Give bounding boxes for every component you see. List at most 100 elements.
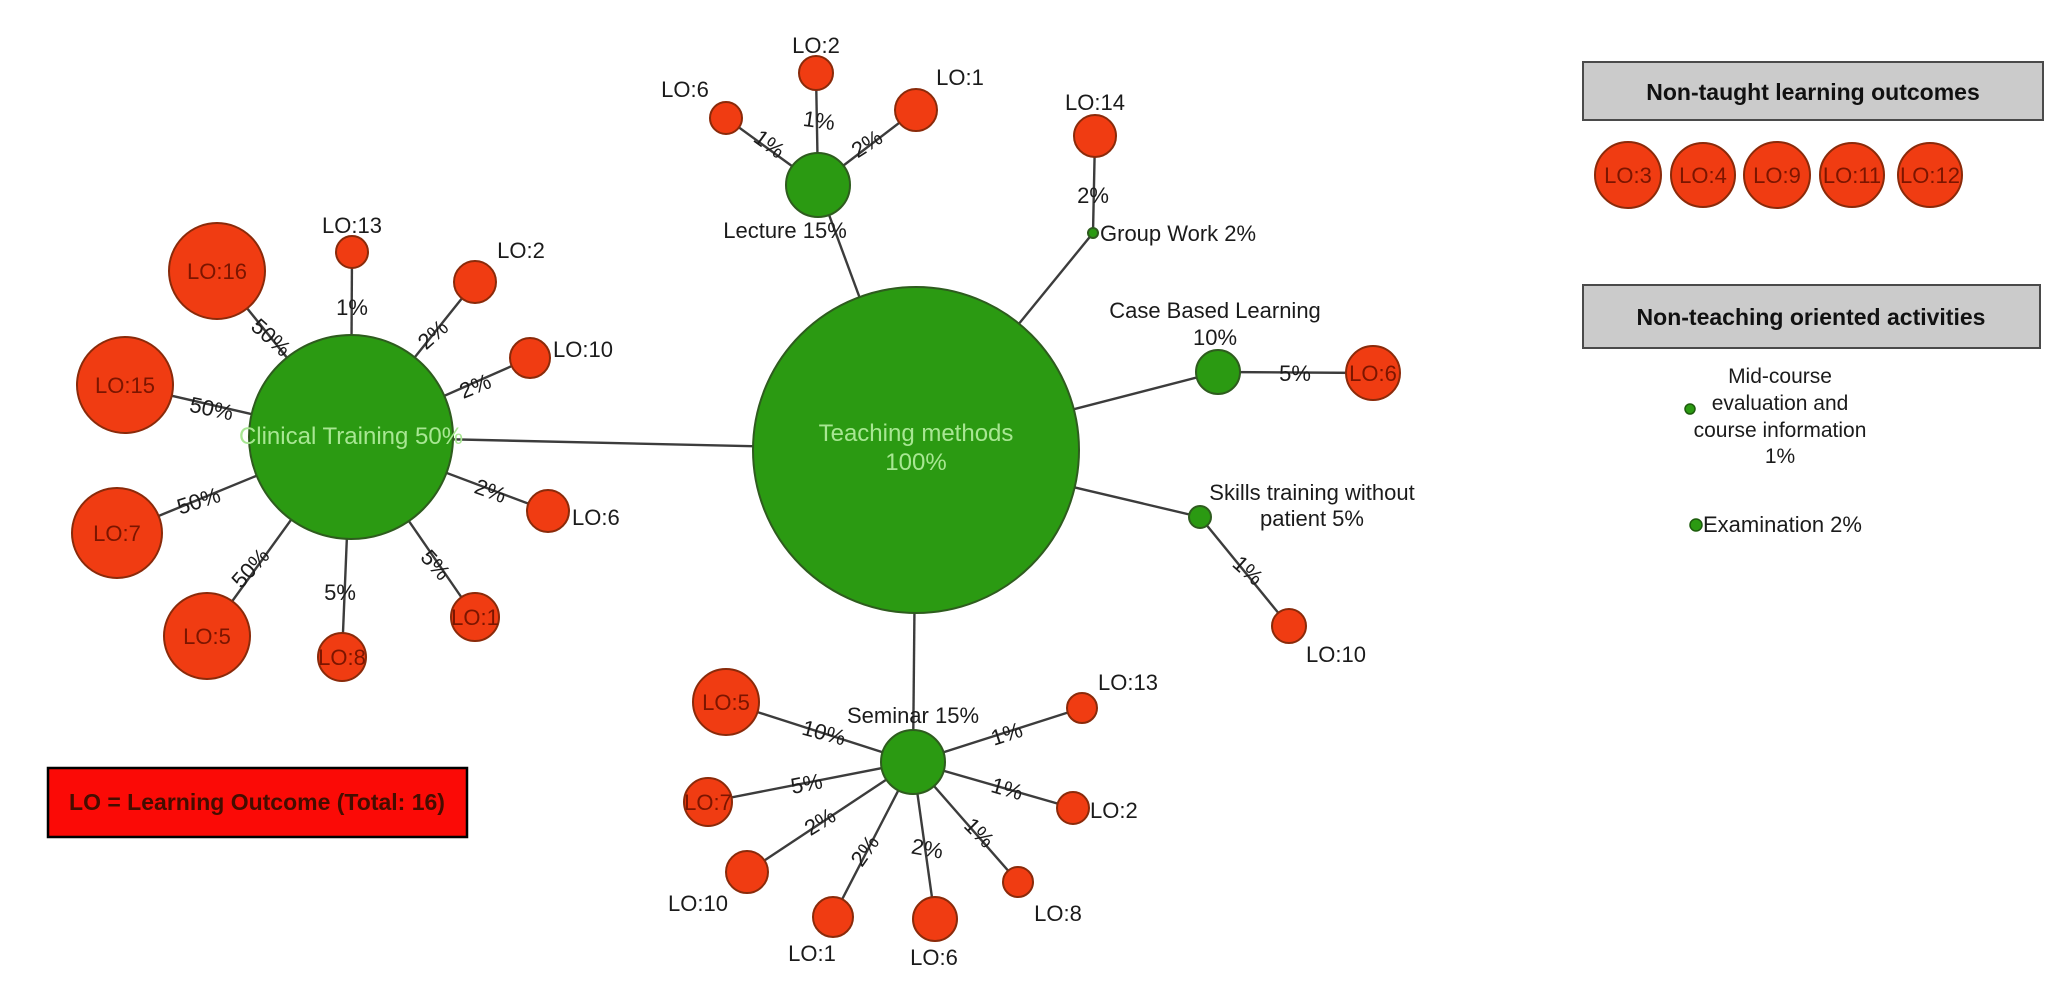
node-label-sem-lo2: LO:2 <box>1090 798 1138 823</box>
node-lec-lo1 <box>894 88 938 132</box>
edge-skills-sk-lo10 <box>1199 516 1290 627</box>
network-graph: 1%1%2%2%5%1%50%1%2%50%2%50%50% 5%5%2%10%5… <box>71 33 1415 970</box>
node-inner-label-cl-lo8: LO:8 <box>318 645 366 670</box>
node-sem-lo2 <box>1056 791 1090 825</box>
edge-seminar-sem-lo10 <box>746 760 914 874</box>
mid-course-dot-icon <box>1684 403 1696 415</box>
node-inner-label-cl-lo5: LO:5 <box>183 624 231 649</box>
edge-label-clinical-cl-lo10: 2% <box>456 369 495 404</box>
node-label-seminar: Seminar 15% <box>847 703 979 728</box>
legend-outcome-label-lo12: LO:12 <box>1900 163 1960 188</box>
edge-label-seminar-sem-lo7: 5% <box>789 768 825 799</box>
node-label-cbl: 10% <box>1193 325 1237 350</box>
mid-course-label-line1: Mid-course <box>1728 365 1832 388</box>
node-label-sem-lo6: LO:6 <box>910 945 958 970</box>
edge-label-clinical-cl-lo5: 50% <box>226 543 274 592</box>
node-label-lec-lo6: LO:6 <box>661 77 709 102</box>
mid-course-label-line2: evaluation and <box>1712 392 1849 415</box>
legend-non-teaching-title: Non-teaching oriented activities <box>1637 304 1986 330</box>
node-cl-lo7 <box>71 487 163 579</box>
edge-label-lecture-lec-lo2: 1% <box>802 106 837 135</box>
node-inner-label-teaching: Teaching methods <box>819 420 1014 447</box>
node-label-lecture: Lecture 15% <box>723 218 847 243</box>
note-box <box>46 766 469 839</box>
node-label-sem-lo1: LO:1 <box>788 941 836 966</box>
node-inner-label-cbl-lo6: LO:6 <box>1349 361 1397 386</box>
node-sem-lo1 <box>812 896 854 938</box>
examination-dot-icon <box>1689 518 1703 532</box>
node-clinical <box>248 334 454 540</box>
edge-label-cbl-cbl-lo6: 5% <box>1279 361 1311 386</box>
edge-label-clinical-cl-lo15: 50% <box>187 392 235 426</box>
legend-outcome-circle-lo9 <box>1743 141 1811 209</box>
edge-label-seminar-sem-lo13: 1% <box>988 717 1026 751</box>
edge-label-skills-sk-lo10: 1% <box>1228 550 1268 590</box>
legend-non-taught-title: Non-taught learning outcomes <box>1646 79 1980 105</box>
note-box-group: LO = Learning Outcome (Total: 16) <box>46 766 469 839</box>
edge-label-seminar-sem-lo5: 10% <box>799 715 848 751</box>
edge-label-lecture-lec-lo6: 1% <box>749 124 789 163</box>
legend-outcome-label-lo9: LO:9 <box>1753 163 1801 188</box>
node-label-cl-lo2: LO:2 <box>497 238 545 263</box>
edge-label-clinical-cl-lo13: 1% <box>336 295 368 320</box>
node-teaching <box>752 286 1080 614</box>
node-sem-lo7 <box>683 777 733 827</box>
node-label-cl-lo6: LO:6 <box>572 505 620 530</box>
node-inner-label-teaching: 100% <box>885 449 946 476</box>
node-lecture <box>785 152 851 218</box>
node-label-sem-lo8: LO:8 <box>1034 901 1082 926</box>
edge-seminar-sem-lo7 <box>707 760 914 804</box>
node-inner-label-cl-lo1: LO:1 <box>451 605 499 630</box>
node-sem-lo5 <box>692 668 760 736</box>
legend-outcome-circle-lo4 <box>1670 142 1736 208</box>
node-skills <box>1188 505 1212 529</box>
node-cl-lo10 <box>509 337 551 379</box>
node-cl-lo6 <box>526 489 570 533</box>
legend-outcome-label-lo11: LO:11 <box>1823 163 1881 188</box>
node-sem-lo13 <box>1066 692 1098 724</box>
node-inner-label-cl-lo7: LO:7 <box>93 521 141 546</box>
edge-label-seminar-sem-lo1: 2% <box>845 831 884 871</box>
legend-outcome-circle-lo3 <box>1594 141 1662 209</box>
node-cbl-lo6 <box>1345 345 1401 401</box>
node-sk-lo10 <box>1271 608 1307 644</box>
node-label-gw-lo14: LO:14 <box>1065 90 1125 115</box>
node-inner-label-cl-lo16: LO:16 <box>187 259 247 284</box>
edge-label-seminar-sem-lo6: 2% <box>909 834 945 864</box>
legend-non-teaching: Non-teaching oriented activities Mid-cou… <box>1582 284 2041 537</box>
edge-label-groupwork-gw-lo14: 2% <box>1077 183 1109 208</box>
legend-non-taught-header-box <box>1582 61 2044 121</box>
legend-non-teaching-header-box <box>1582 284 2041 349</box>
edge-label-clinical-cl-lo2: 2% <box>413 314 453 354</box>
node-cl-lo5 <box>163 592 251 680</box>
node-cl-lo15 <box>76 336 174 434</box>
node-groupwork <box>1087 227 1099 239</box>
node-label-cl-lo10: LO:10 <box>553 337 613 362</box>
node-sem-lo8 <box>1002 866 1034 898</box>
node-seminar <box>880 729 946 795</box>
node-label-skills: patient 5% <box>1260 506 1364 531</box>
node-label-cbl: Case Based Learning <box>1109 298 1321 323</box>
node-cl-lo1 <box>450 592 500 642</box>
node-inner-label-sem-lo5: LO:5 <box>702 690 750 715</box>
node-label-sk-lo10: LO:10 <box>1306 642 1366 667</box>
node-label-sem-lo13: LO:13 <box>1098 670 1158 695</box>
node-cl-lo8 <box>317 632 367 682</box>
mid-course-label-line3: course information <box>1694 419 1867 442</box>
node-label-lec-lo1: LO:1 <box>936 65 984 90</box>
legend-outcome-circle-lo12 <box>1897 142 1963 208</box>
edge-label-clinical-cl-lo8: 5% <box>324 580 356 605</box>
node-inner-label-clinical: Clinical Training 50% <box>239 423 463 450</box>
node-label-lec-lo2: LO:2 <box>792 33 840 58</box>
node-cl-lo13 <box>335 235 369 269</box>
mid-course-label-line4: 1% <box>1765 445 1795 468</box>
node-inner-label-sem-lo7: LO:7 <box>684 790 732 815</box>
edge-label-clinical-cl-lo6: 2% <box>471 474 509 508</box>
legend-outcome-label-lo4: LO:4 <box>1679 163 1727 188</box>
node-cl-lo2 <box>453 260 497 304</box>
node-label-skills: Skills training without <box>1209 480 1414 505</box>
edge-label-seminar-sem-lo10: 2% <box>800 803 840 841</box>
node-cbl <box>1195 349 1241 395</box>
